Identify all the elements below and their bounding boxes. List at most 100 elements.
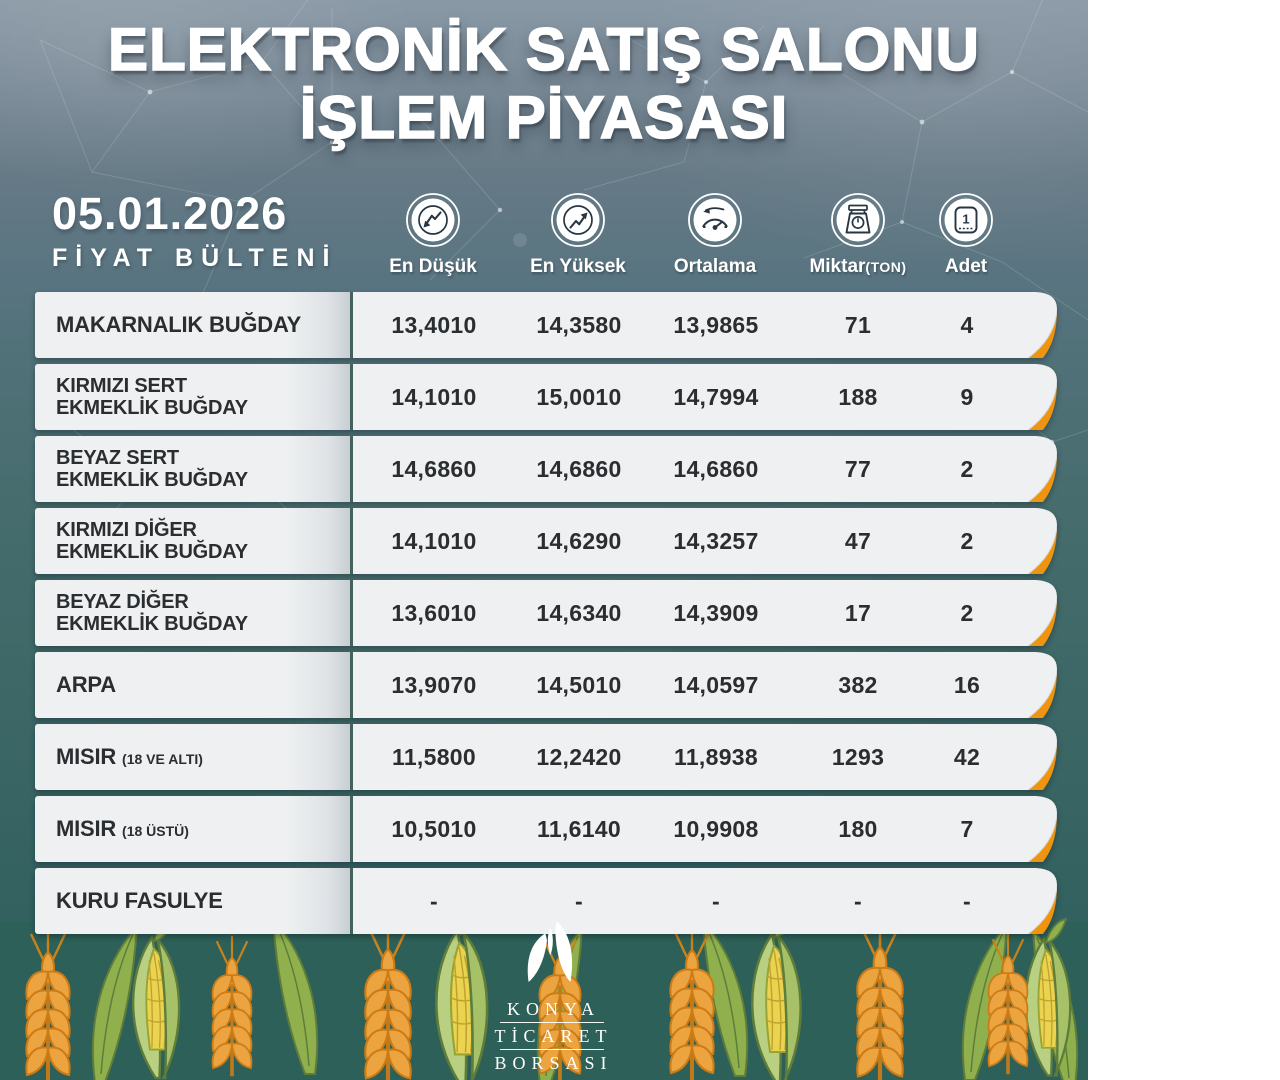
value-count: 42	[927, 724, 1007, 790]
value-ton: 1293	[789, 724, 927, 790]
product-name: MAKARNALIK BUĞDAY	[56, 311, 302, 337]
column-header-min: En Düşük	[338, 192, 528, 278]
product-name-cell: MAKARNALIK BUĞDAY	[35, 292, 353, 358]
logo-divider	[500, 1049, 604, 1050]
value-avg: 10,9908	[643, 796, 789, 862]
value-min: 11,5800	[353, 724, 515, 790]
konya-ticaret-borsasi-logo: KONYA TİCARET BORSASI	[487, 920, 617, 1076]
value-max: 14,6340	[515, 580, 643, 646]
column-header-label: En Yüksek	[530, 256, 626, 277]
table-row: KIRMIZI DİĞER EKMEKLİK BUĞDAY 14,1010 14…	[35, 508, 1057, 574]
product-name: BEYAZ SERT	[56, 446, 179, 469]
logo-divider	[500, 1022, 604, 1023]
column-header-label: Adet	[944, 256, 988, 277]
title-line-2: İŞLEM PİYASASI	[299, 84, 789, 153]
table-row: MISIR (18 ÜSTÜ) 10,5010 11,6140 10,9908 …	[35, 796, 1057, 862]
value-count: 2	[927, 508, 1007, 574]
svg-text:1: 1	[962, 212, 969, 227]
value-max: 14,6290	[515, 508, 643, 574]
value-max: 14,6860	[515, 436, 643, 502]
table-row: MISIR (18 VE ALTI) 11,5800 12,2420 11,89…	[35, 724, 1057, 790]
table-row: BEYAZ SERT EKMEKLİK BUĞDAY 14,6860 14,68…	[35, 436, 1057, 502]
table-row: KURU FASULYE - - - - -	[35, 868, 1057, 934]
value-count: 2	[927, 436, 1007, 502]
product-note: (18 VE ALTI)	[122, 750, 203, 767]
product-name-cell: KURU FASULYE	[35, 868, 353, 934]
counter-icon: 1	[938, 192, 994, 253]
column-header-avg: Ortalama	[620, 192, 810, 278]
value-count: 9	[927, 364, 1007, 430]
value-max: 14,3580	[515, 292, 643, 358]
value-avg: 14,0597	[643, 652, 789, 718]
value-avg: 13,9865	[643, 292, 789, 358]
product-name-cell: KIRMIZI SERT EKMEKLİK BUĞDAY	[35, 364, 353, 430]
product-name: MISIR	[56, 743, 117, 769]
product-name: BEYAZ DİĞER	[56, 590, 189, 613]
product-name-cell: BEYAZ DİĞER EKMEKLİK BUĞDAY	[35, 580, 353, 646]
value-ton: 47	[789, 508, 927, 574]
logo-text-line1: KONYA	[507, 999, 600, 1019]
value-max: 15,0010	[515, 364, 643, 430]
bulletin-date-block: 05.01.2026 FİYAT BÜLTENİ	[52, 188, 337, 273]
value-ton: 180	[789, 796, 927, 862]
value-ton: 77	[789, 436, 927, 502]
value-min: 10,5010	[353, 796, 515, 862]
product-name-cell: KIRMIZI DİĞER EKMEKLİK BUĞDAY	[35, 508, 353, 574]
price-table-body: MAKARNALIK BUĞDAY 13,4010 14,3580 13,986…	[35, 292, 1057, 934]
column-header-label: Miktar(TON)	[809, 256, 907, 277]
value-max: 11,6140	[515, 796, 643, 862]
value-ton: 71	[789, 292, 927, 358]
trend-up-icon	[550, 192, 606, 253]
value-ton: 17	[789, 580, 927, 646]
column-header-ton: Miktar(TON)	[763, 192, 953, 278]
row-curl-ribbon	[1007, 796, 1057, 862]
logo-text-line2: TİCARET	[494, 1026, 613, 1046]
value-min: -	[353, 868, 515, 934]
row-curl-ribbon	[1007, 868, 1057, 934]
value-max: 14,5010	[515, 652, 643, 718]
row-curl-ribbon	[1007, 724, 1057, 790]
trend-down-icon	[405, 192, 461, 253]
value-count: -	[927, 868, 1007, 934]
value-count: 4	[927, 292, 1007, 358]
value-ton: -	[789, 868, 927, 934]
row-curl-ribbon	[1007, 580, 1057, 646]
column-header-label: Ortalama	[673, 256, 757, 277]
product-name-line2: EKMEKLİK BUĞDAY	[56, 541, 248, 563]
bulletin-label: FİYAT BÜLTENİ	[52, 244, 338, 272]
poster-title: ELEKTRONİK SATIŞ SALONU İŞLEM PİYASASI	[0, 15, 1088, 153]
product-name: KIRMIZI SERT	[56, 374, 187, 397]
scale-icon	[830, 192, 886, 253]
product-name: MISIR	[56, 815, 117, 841]
table-row: BEYAZ DİĞER EKMEKLİK BUĞDAY 13,6010 14,6…	[35, 580, 1057, 646]
product-name-cell: MISIR (18 VE ALTI)	[35, 724, 353, 790]
value-count: 7	[927, 796, 1007, 862]
product-name-cell: BEYAZ SERT EKMEKLİK BUĞDAY	[35, 436, 353, 502]
product-name-cell: ARPA	[35, 652, 353, 718]
table-row: ARPA 13,9070 14,5010 14,0597 382 16	[35, 652, 1057, 718]
column-header-max: En Yüksek	[483, 192, 673, 278]
value-avg: 14,6860	[643, 436, 789, 502]
value-min: 13,4010	[353, 292, 515, 358]
value-avg: -	[643, 868, 789, 934]
ktb-wheat-emblem-icon	[527, 921, 573, 982]
value-min: 14,1010	[353, 508, 515, 574]
value-count: 2	[927, 580, 1007, 646]
row-curl-ribbon	[1007, 364, 1057, 430]
row-curl-ribbon	[1007, 508, 1057, 574]
value-min: 14,1010	[353, 364, 515, 430]
value-min: 13,9070	[353, 652, 515, 718]
title-line-1: ELEKTRONİK SATIŞ SALONU	[107, 15, 980, 84]
bulletin-poster: ELEKTRONİK SATIŞ SALONU İŞLEM PİYASASI 0…	[0, 0, 1088, 1080]
value-max: -	[515, 868, 643, 934]
value-avg: 14,3909	[643, 580, 789, 646]
column-header-label: En Düşük	[389, 256, 477, 277]
logo-text-line3: BORSASI	[494, 1053, 613, 1073]
table-row: KIRMIZI SERT EKMEKLİK BUĞDAY 14,1010 15,…	[35, 364, 1057, 430]
value-count: 16	[927, 652, 1007, 718]
bulletin-date: 05.01.2026	[52, 188, 288, 239]
product-name-line2: EKMEKLİK BUĞDAY	[56, 469, 248, 491]
table-row: MAKARNALIK BUĞDAY 13,4010 14,3580 13,986…	[35, 292, 1057, 358]
value-min: 13,6010	[353, 580, 515, 646]
row-curl-ribbon	[1007, 652, 1057, 718]
